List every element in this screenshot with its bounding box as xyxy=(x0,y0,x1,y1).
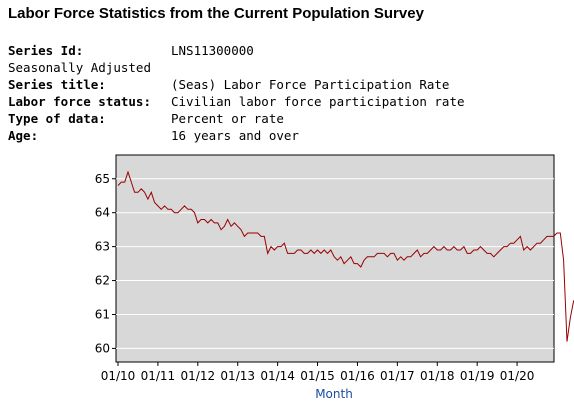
x-tick-label: 01/16 xyxy=(340,369,375,383)
y-tick-label: 64 xyxy=(95,206,110,220)
y-tick-label: 62 xyxy=(95,274,110,288)
series-info-value: LNS11300000 xyxy=(171,43,254,58)
y-tick-label: 65 xyxy=(95,172,110,186)
y-tick-label: 63 xyxy=(95,240,110,254)
y-tick-label: 61 xyxy=(95,307,110,321)
series-info-key: Seasonally Adjusted xyxy=(8,60,151,75)
plot-area xyxy=(115,154,555,363)
y-axis: 60 61 62 63 64 65 xyxy=(95,172,116,355)
series-info-key: Series Id: xyxy=(8,43,84,58)
x-tick-label: 01/20 xyxy=(500,369,535,383)
series-info-key: Labor force status: xyxy=(8,94,151,109)
series-info-key: Age: xyxy=(8,128,39,143)
series-info-value: (Seas) Labor Force Participation Rate xyxy=(171,77,450,92)
x-tick-label: 01/15 xyxy=(300,369,335,383)
x-tick-label: 01/13 xyxy=(220,369,255,383)
series-info-row: Series Id: LNS11300000 xyxy=(8,42,254,59)
x-axis: 01/10 01/11 01/12 01/13 01/14 01/15 01/16 01/17… xyxy=(101,362,535,383)
x-tick-label: 01/11 xyxy=(141,369,176,383)
series-info-row: Labor force status: Civilian labor force… xyxy=(8,93,465,110)
x-tick-label: 01/14 xyxy=(260,369,295,383)
x-tick-label: 01/10 xyxy=(101,369,136,383)
series-info-row: Seasonally Adjusted xyxy=(8,59,151,76)
series-info-value: 16 years and over xyxy=(171,128,299,143)
grid-lines xyxy=(116,178,554,349)
x-tick-label: 01/19 xyxy=(460,369,495,383)
y-tick-label: 60 xyxy=(95,341,110,355)
x-axis-label: Month xyxy=(315,387,353,401)
series-info-key: Series title: xyxy=(8,77,106,92)
series-info-row: Type of data: Percent or rate xyxy=(8,110,284,127)
series-info-value: Percent or rate xyxy=(171,111,284,126)
x-tick-label: 01/12 xyxy=(181,369,216,383)
series-info-row: Series title: (Seas) Labor Force Partici… xyxy=(8,76,449,93)
series-info-row: Age: 16 years and over xyxy=(8,127,299,144)
series-info-key: Type of data: xyxy=(8,111,106,126)
series-info: Series Id: LNS11300000 Seasonally Adjust… xyxy=(8,42,465,144)
x-tick-label: 01/17 xyxy=(380,369,415,383)
x-tick-label: 01/18 xyxy=(420,369,455,383)
series-info-value: Civilian labor force participation rate xyxy=(171,94,465,109)
page-title: Labor Force Statistics from the Current … xyxy=(8,5,424,22)
series-line xyxy=(117,170,574,342)
